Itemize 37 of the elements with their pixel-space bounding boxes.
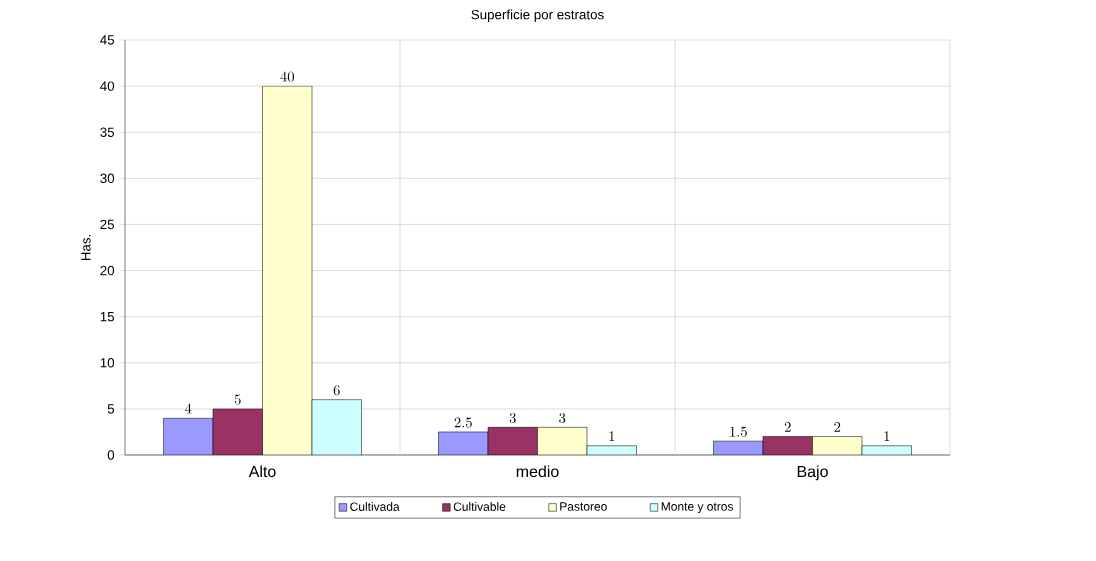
bar xyxy=(488,427,538,455)
data-label: 4 xyxy=(185,403,192,414)
y-tick-label: 15 xyxy=(100,312,115,322)
data-label: 40 xyxy=(280,71,294,82)
y-tick-label: 40 xyxy=(100,81,115,91)
legend-label: Monte y otros xyxy=(661,502,734,514)
legend-label: Pastoreo xyxy=(560,502,607,511)
y-tick-label: 45 xyxy=(100,35,115,45)
data-label: 2 xyxy=(834,422,841,432)
data-label: 6 xyxy=(333,385,340,396)
legend-label: Cultivada xyxy=(350,502,400,511)
y-tick-label: 30 xyxy=(100,173,115,184)
data-label: 3 xyxy=(559,412,566,423)
data-label: 1 .5 xyxy=(730,426,747,437)
bar xyxy=(312,399,362,455)
data-label: 1 xyxy=(609,431,615,442)
legend-label: Cultivable xyxy=(453,502,506,511)
y-tick-label: 20 xyxy=(100,265,115,276)
y-tick-label: 35 xyxy=(100,127,115,137)
x-tick-label: Alto xyxy=(248,465,276,478)
y-tick-label: 5 xyxy=(107,404,115,414)
data-label: 1 xyxy=(884,431,890,442)
data-label: 3 xyxy=(509,412,516,423)
y-tick-label: 25 xyxy=(100,219,115,230)
bar xyxy=(537,427,587,455)
data-label: 2.5 xyxy=(454,417,472,428)
y-axis-title: Has. xyxy=(81,235,91,261)
bar xyxy=(213,408,263,455)
bar xyxy=(163,418,213,455)
y-tick-label: 0 xyxy=(107,450,115,460)
y-tick-label: 10 xyxy=(100,358,115,368)
chart-title: Superficie por estratos xyxy=(471,9,604,22)
x-tick-label: medio xyxy=(516,465,559,478)
data-label: 5 xyxy=(234,394,241,405)
bar xyxy=(262,86,312,455)
data-label: 2 xyxy=(784,422,791,432)
x-tick-label: Bajo xyxy=(797,465,828,481)
